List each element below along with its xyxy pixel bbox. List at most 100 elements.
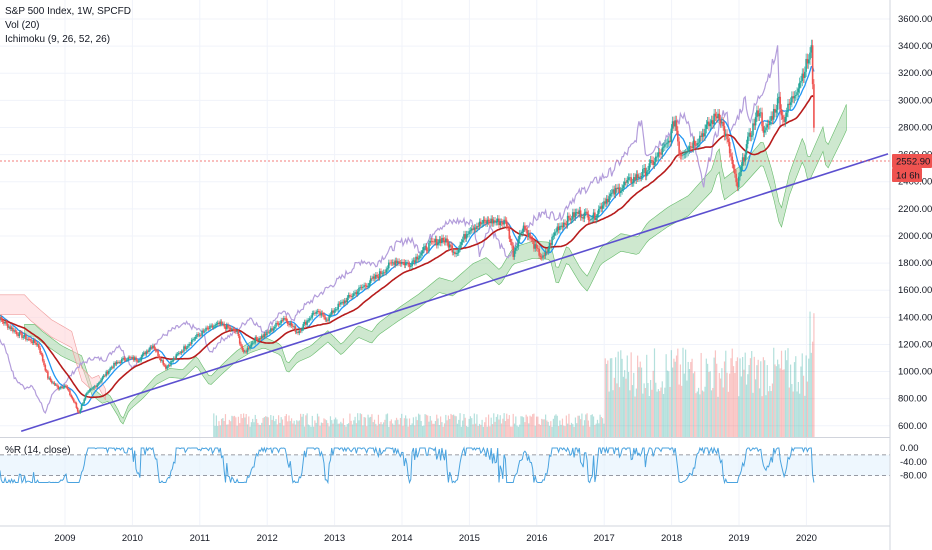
volume-bar <box>425 414 427 437</box>
candle-body <box>441 237 443 244</box>
candle-body <box>653 161 656 165</box>
candle-body <box>244 351 246 353</box>
candle-body <box>553 232 556 236</box>
volume-bar <box>678 384 680 437</box>
volume-bar <box>712 387 714 437</box>
volume-bar <box>237 416 240 437</box>
candle-body <box>258 338 260 341</box>
volume-bar <box>634 396 636 437</box>
candle-body <box>325 319 328 321</box>
volume-bar <box>239 423 241 437</box>
volume-bar <box>243 413 245 437</box>
volume-bar <box>346 424 348 437</box>
y-tick-label: 800.00 <box>898 394 927 405</box>
candle-body <box>40 353 43 355</box>
volume-bar <box>748 365 750 437</box>
candle-body <box>140 356 143 361</box>
candle-body <box>351 295 354 297</box>
candle-body <box>102 375 105 378</box>
volume-bar <box>507 418 509 437</box>
volume-bar <box>546 420 548 437</box>
candle-body <box>83 399 85 404</box>
candle-body <box>723 126 726 136</box>
candle-body <box>490 218 492 224</box>
candle-body <box>709 123 712 127</box>
candle-body <box>6 323 9 328</box>
candle-body <box>500 221 503 223</box>
candle-body <box>559 226 561 231</box>
volume-bar <box>751 351 753 437</box>
candle-body <box>80 404 83 410</box>
volume-bar <box>534 425 536 437</box>
candle-body <box>136 360 139 362</box>
volume-bar <box>774 364 776 437</box>
volume-bar <box>529 415 531 437</box>
volume-bar <box>779 368 781 437</box>
volume-bar <box>743 369 745 437</box>
x-tick-label: 2014 <box>391 533 412 544</box>
candle-body <box>311 313 314 318</box>
candle-body <box>568 215 570 218</box>
candle-body <box>505 220 508 227</box>
candle-body <box>609 193 612 197</box>
volume-bar <box>427 415 429 437</box>
volume-bar <box>638 367 640 437</box>
candle-body <box>513 250 516 257</box>
candle-body <box>686 151 688 154</box>
candle-body <box>654 156 657 162</box>
candle-body <box>612 189 614 193</box>
candle-body <box>457 248 460 253</box>
candle-body <box>447 242 450 248</box>
y-tick-label: 600.00 <box>898 421 927 432</box>
volume-bar <box>587 420 589 437</box>
volume-bar <box>661 381 663 437</box>
candle-body <box>456 252 459 254</box>
x-tick-label: 2017 <box>594 533 615 544</box>
candle-body <box>614 187 617 195</box>
candle-body <box>616 187 618 189</box>
candle-body <box>412 260 415 262</box>
candle-body <box>301 328 303 331</box>
candle-body <box>584 211 587 213</box>
candle-body <box>683 154 686 155</box>
candle-body <box>281 320 284 321</box>
candle-body <box>810 45 813 53</box>
candle-body <box>282 318 285 321</box>
candle-body <box>689 146 692 148</box>
wr-tick-label: -40.00 <box>900 457 927 468</box>
candle-body <box>97 383 100 385</box>
candle-body <box>634 177 636 181</box>
candle-body <box>515 247 517 251</box>
candle-body <box>802 73 805 78</box>
volume-bar <box>503 413 505 437</box>
volume-bar <box>550 421 552 437</box>
volume-bar <box>576 423 578 437</box>
candle-body <box>696 143 699 146</box>
candle-body <box>518 233 521 240</box>
candle-body <box>796 92 798 96</box>
candle-body <box>266 331 268 336</box>
candle-body <box>811 45 814 85</box>
candle-body <box>93 386 96 388</box>
volume-bar <box>244 417 246 437</box>
candle-body <box>575 212 578 213</box>
candle-body <box>292 325 294 327</box>
volume-bar <box>616 383 618 437</box>
volume-bar <box>259 425 262 437</box>
candle-body <box>605 198 608 204</box>
volume-bar <box>723 361 726 437</box>
candle-body <box>352 293 355 296</box>
volume-bar <box>646 354 648 437</box>
volume-bar <box>541 418 543 437</box>
candle-body <box>549 242 552 245</box>
volume-bar <box>742 357 744 437</box>
candle-body <box>569 217 572 221</box>
candle-body <box>516 246 518 248</box>
volume-bar <box>582 425 584 437</box>
volume-bar <box>218 421 220 437</box>
volume-bar <box>279 422 281 437</box>
volume-bar <box>232 416 234 437</box>
candle-body <box>398 261 400 263</box>
volume-bar <box>301 416 303 437</box>
